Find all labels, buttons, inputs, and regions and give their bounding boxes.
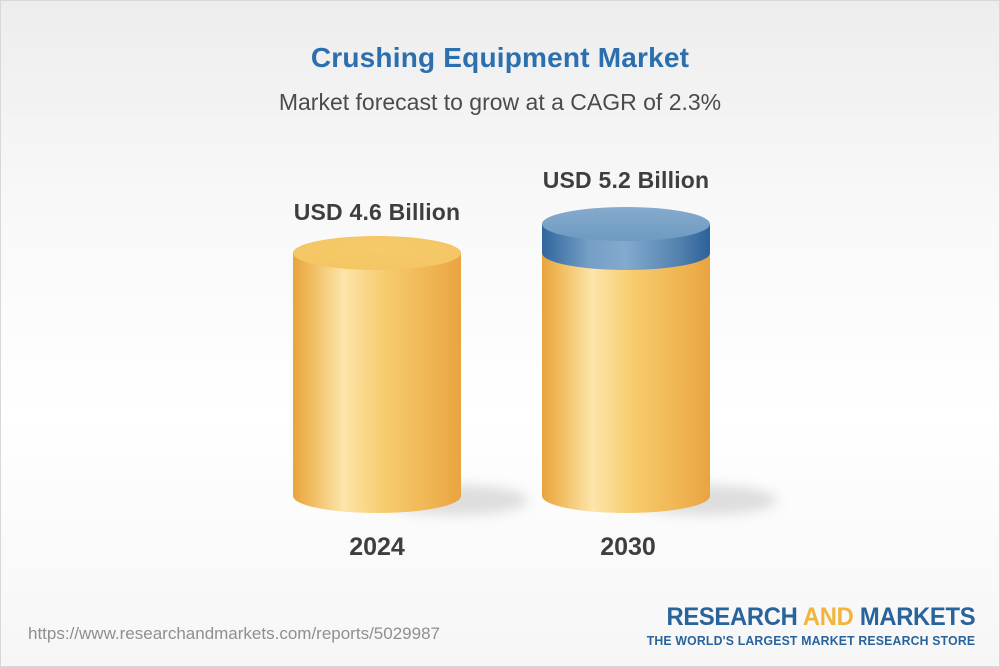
bar-value-label-2030: USD 5.2 Billion [542,167,710,193]
cylinder-2030-body [542,249,710,513]
chart-subtitle: Market forecast to grow at a CAGR of 2.3… [278,89,722,115]
logo-word-markets: MARKETS [859,603,976,631]
category-label-2024: 2024 [349,533,405,561]
research-and-markets-logo: RESEARCH AND MARKETS THE WORLD'S LARGEST… [640,603,976,648]
logo-word-and: AND [802,603,854,631]
cylinder-2030 [542,207,710,513]
cylinder-2024-top [293,236,461,270]
cylinder-2024 [293,236,461,513]
report-url: https://www.researchandmarkets.com/repor… [28,624,440,643]
logo-word-research: RESEARCH [666,603,798,631]
cylinder-2024-body [293,253,461,513]
category-label-2030: 2030 [600,533,656,561]
logo-tagline: THE WORLD'S LARGEST MARKET RESEARCH STOR… [646,633,975,648]
cylinder-2030-top [542,207,710,241]
logo-wordmark: RESEARCH AND MARKETS [656,603,976,632]
bar-value-label-2024: USD 4.6 Billion [293,199,461,225]
page-title: Crushing Equipment Market [310,42,690,73]
